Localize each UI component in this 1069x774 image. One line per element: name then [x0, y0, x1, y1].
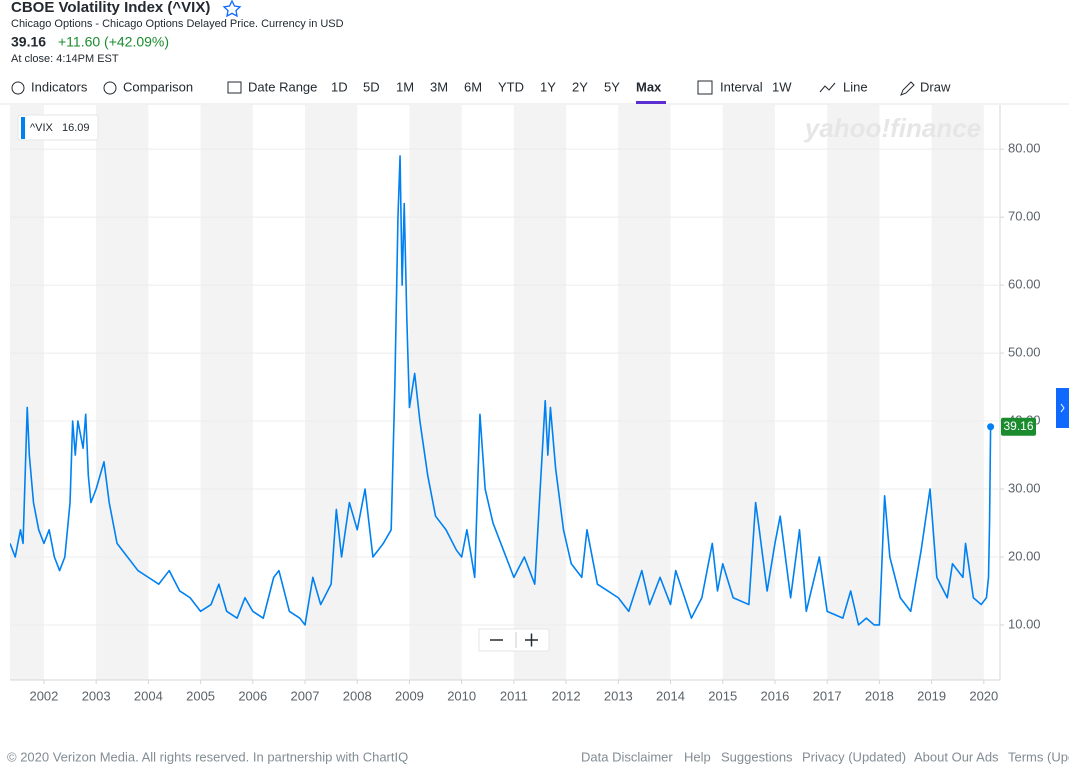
btn-indicators[interactable]: Indicators: [31, 79, 88, 94]
icon-draw: [900, 81, 915, 96]
btn-comparison[interactable]: Comparison: [123, 79, 193, 94]
side-tab[interactable]: [1056, 388, 1069, 428]
year-band: [305, 105, 358, 680]
footer-link[interactable]: Privacy (Updated): [802, 749, 906, 764]
watermark: yahoo!finance: [803, 113, 981, 143]
close-time: At close: 4:14PM EST: [11, 53, 119, 65]
quote-subtitle: Chicago Options - Chicago Options Delaye…: [11, 18, 344, 30]
x-tick-label: 2005: [186, 688, 215, 703]
footer-link[interactable]: About Our Ads: [914, 749, 999, 764]
x-tick-label: 2003: [82, 688, 111, 703]
y-tick-label: 20.00: [1008, 548, 1041, 563]
price: 39.16: [11, 34, 46, 50]
icon-line: [819, 82, 836, 93]
side-tab-arrow: [1060, 403, 1065, 413]
y-tick-label: 60.00: [1008, 277, 1041, 292]
y-tick-label: 30.00: [1008, 480, 1041, 495]
year-bands: 10.0020.0030.0040.0050.0060.0070.0080.00…: [10, 105, 1041, 703]
range-button[interactable]: Max: [636, 79, 662, 94]
price-line: [10, 155, 992, 626]
range-button[interactable]: 2Y: [572, 79, 588, 94]
year-band: [409, 105, 462, 680]
x-tick-label: 2004: [134, 688, 163, 703]
x-tick-label: 2019: [917, 688, 946, 703]
plot: 39.16: [10, 155, 1036, 626]
footer-link[interactable]: Suggestions: [721, 749, 793, 764]
range-button[interactable]: 6M: [464, 79, 482, 94]
footer-links: Data Disclaimer Help Suggestions Privacy (U…: [581, 749, 1069, 764]
x-tick-label: 2008: [343, 688, 372, 703]
year-band: [96, 105, 149, 680]
range-button[interactable]: YTD: [498, 79, 524, 94]
x-tick-label: 2002: [29, 688, 58, 703]
x-tick-label: 2009: [395, 688, 424, 703]
quote-title: CBOE Volatility Index (^VIX): [11, 0, 210, 16]
x-tick-label: 2018: [865, 688, 894, 703]
copyright: © 2020 Verizon Media. All rights reserve…: [7, 749, 408, 764]
x-tick-label: 2015: [708, 688, 737, 703]
year-band: [513, 105, 567, 680]
year-band: [200, 105, 253, 680]
legend-box: [17, 114, 99, 141]
footer-link[interactable]: Terms (Updated): [1008, 749, 1069, 764]
x-tick-label: 2010: [447, 688, 476, 703]
range-button[interactable]: 5D: [363, 79, 380, 94]
last-value-badge: [1001, 417, 1036, 436]
x-tick-label: 2006: [238, 688, 267, 703]
icon-calendar: [227, 81, 242, 94]
range-button[interactable]: 1D: [331, 79, 348, 94]
footer-link[interactable]: Help: [684, 749, 711, 764]
y-tick-label: 10.00: [1008, 616, 1041, 631]
price-change: +11.60 (+42.09%): [58, 34, 169, 50]
footer-link[interactable]: Data Disclaimer: [581, 749, 673, 764]
zoom-control: [478, 628, 550, 652]
btn-line[interactable]: Line: [843, 79, 868, 94]
legend-swatch: [21, 117, 25, 139]
btn-draw[interactable]: Draw: [920, 79, 951, 94]
x-tick-label: 2020: [969, 688, 998, 703]
last-value-label: 39.16: [1003, 419, 1033, 433]
x-tick-label: 2016: [760, 688, 789, 703]
zoom-in[interactable]: [525, 633, 538, 647]
x-tick-label: 2007: [291, 688, 320, 703]
icon-interval: [697, 80, 713, 95]
y-tick-label: 80.00: [1008, 141, 1041, 156]
btn-interval[interactable]: Interval: [720, 79, 763, 94]
legend-value: 16.09: [62, 122, 90, 134]
x-tick-label: 2012: [552, 688, 581, 703]
year-band: [618, 105, 671, 680]
x-tick-label: 2014: [656, 688, 685, 703]
year-band: [931, 105, 984, 680]
year-band: [10, 105, 44, 680]
x-tick-label: 2011: [500, 688, 528, 703]
range-button[interactable]: 1M: [396, 79, 414, 94]
icon-indicators: [11, 81, 25, 95]
range-button[interactable]: 5Y: [604, 79, 620, 94]
watchlist-star[interactable]: [222, 0, 242, 18]
year-band: [827, 105, 880, 680]
y-tick-label: 70.00: [1008, 209, 1041, 224]
x-tick-label: 2013: [604, 688, 633, 703]
legend-name: ^VIX: [30, 122, 54, 134]
y-tick-label: 50.00: [1008, 345, 1041, 360]
last-point: [987, 423, 995, 431]
icon-comparison: [103, 81, 117, 95]
btn-date-range[interactable]: Date Range: [248, 79, 317, 94]
range-button[interactable]: 3M: [430, 79, 448, 94]
range-button[interactable]: 1Y: [540, 79, 556, 94]
active-underline: [636, 101, 666, 104]
x-tick-label: 2017: [813, 688, 842, 703]
interval-value[interactable]: 1W: [772, 79, 792, 94]
